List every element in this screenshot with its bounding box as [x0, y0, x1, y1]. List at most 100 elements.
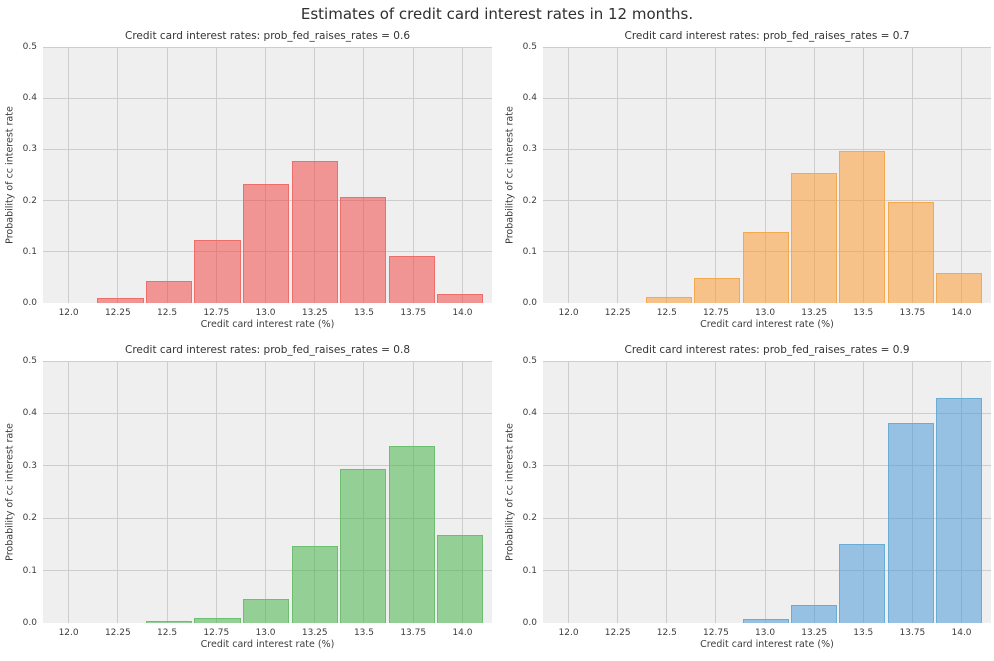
- x-tick-label: 12.5: [656, 628, 677, 638]
- histogram-bar: [388, 446, 435, 623]
- y-gridline: [43, 200, 492, 202]
- y-gridline: [543, 148, 991, 150]
- y-gridline: [543, 465, 991, 467]
- x-gridline: [68, 47, 70, 303]
- x-gridline: [715, 361, 717, 623]
- x-axis-label: Credit card interest rate (%): [200, 639, 335, 650]
- y-gridline: [543, 412, 991, 414]
- x-gridline: [363, 361, 365, 623]
- x-gridline: [568, 361, 570, 623]
- figure-title: Estimates of credit card interest rates …: [300, 5, 694, 23]
- y-gridline: [543, 47, 991, 48]
- plot-area: [543, 361, 991, 623]
- x-axis-label: Credit card interest rate (%): [700, 639, 834, 650]
- y-gridline: [43, 97, 492, 99]
- histogram-bar: [887, 201, 934, 303]
- x-tick-label: 12.5: [656, 308, 677, 318]
- y-gridline: [543, 517, 991, 519]
- x-gridline: [166, 361, 168, 623]
- y-gridline: [543, 251, 991, 253]
- y-tick-label: 0.1: [22, 246, 37, 257]
- x-gridline: [666, 47, 668, 303]
- x-tick-label: 12.25: [604, 628, 631, 638]
- x-gridline: [117, 47, 119, 303]
- x-tick-label: 12.75: [203, 308, 230, 318]
- y-tick-label: 0.2: [522, 195, 537, 206]
- x-tick-label: 13.75: [899, 628, 926, 638]
- histogram-bar: [291, 160, 338, 303]
- x-gridline: [461, 47, 463, 303]
- histogram-bar: [243, 598, 290, 623]
- x-tick-label: 14.0: [951, 628, 972, 638]
- histogram-bar: [887, 422, 934, 623]
- x-gridline: [862, 361, 864, 623]
- x-tick-label: 13.25: [301, 308, 328, 318]
- histogram-bar: [839, 150, 886, 303]
- y-tick-label: 0.3: [522, 144, 537, 155]
- x-gridline: [764, 361, 766, 623]
- x-tick-label: 12.25: [104, 628, 131, 638]
- x-gridline: [862, 47, 864, 303]
- x-tick-label: 14.0: [452, 308, 473, 318]
- y-axis-label: Probability of cc interest rate: [4, 106, 16, 244]
- x-tick-label: 13.0: [255, 308, 276, 318]
- x-gridline: [911, 47, 913, 303]
- y-gridline: [543, 200, 991, 202]
- histogram-bar: [645, 296, 692, 303]
- y-tick-label: 0.1: [22, 565, 37, 576]
- histogram-bar: [340, 468, 387, 623]
- x-gridline: [363, 47, 365, 303]
- x-gridline: [715, 47, 717, 303]
- subplot-title: Credit card interest rates: prob_fed_rai…: [624, 344, 910, 356]
- plot-area: [543, 47, 991, 303]
- y-tick-label: 0.0: [22, 618, 37, 628]
- x-tick-label: 12.0: [558, 628, 579, 638]
- x-gridline: [617, 47, 619, 303]
- histogram-bar: [790, 605, 838, 623]
- histogram-bar: [790, 172, 838, 303]
- x-tick-label: 12.5: [157, 308, 178, 318]
- y-tick-label: 0.5: [522, 356, 537, 366]
- subplot-title: Credit card interest rates: prob_fed_rai…: [124, 344, 411, 356]
- y-tick-label: 0.0: [22, 298, 37, 308]
- x-gridline: [314, 47, 316, 303]
- subplot-title: Credit card interest rates: prob_fed_rai…: [624, 30, 910, 42]
- histogram-bar: [742, 618, 789, 623]
- x-gridline: [68, 361, 70, 623]
- y-gridline: [43, 517, 492, 519]
- histogram-bar: [936, 273, 983, 303]
- y-tick-label: 0.4: [22, 93, 37, 104]
- y-tick-label: 0.0: [522, 618, 537, 628]
- x-gridline: [666, 361, 668, 623]
- x-gridline: [412, 47, 414, 303]
- x-tick-label: 13.5: [353, 628, 375, 638]
- y-gridline: [43, 412, 492, 414]
- y-gridline: [543, 361, 991, 362]
- x-gridline: [461, 361, 463, 623]
- x-tick-label: 13.75: [400, 308, 427, 318]
- histogram-bar: [291, 545, 338, 623]
- x-gridline: [314, 361, 316, 623]
- histogram-bar: [145, 280, 193, 303]
- x-tick-label: 13.5: [853, 308, 874, 318]
- x-tick-label: 13.0: [255, 628, 276, 638]
- y-tick-label: 0.4: [522, 408, 537, 419]
- y-tick-label: 0.2: [22, 513, 37, 524]
- histogram-bar: [437, 294, 484, 303]
- plot-area: [43, 361, 492, 623]
- x-gridline: [568, 47, 570, 303]
- x-gridline: [117, 361, 119, 623]
- x-gridline: [911, 361, 913, 623]
- histogram-bar: [694, 278, 741, 303]
- subplot-title: Credit card interest rates: prob_fed_rai…: [124, 30, 411, 42]
- plot-area: [43, 47, 492, 303]
- x-tick-label: 14.0: [452, 628, 473, 638]
- x-gridline: [265, 47, 267, 303]
- y-gridline: [543, 570, 991, 572]
- histogram-bar: [243, 184, 290, 303]
- y-gridline: [43, 570, 492, 572]
